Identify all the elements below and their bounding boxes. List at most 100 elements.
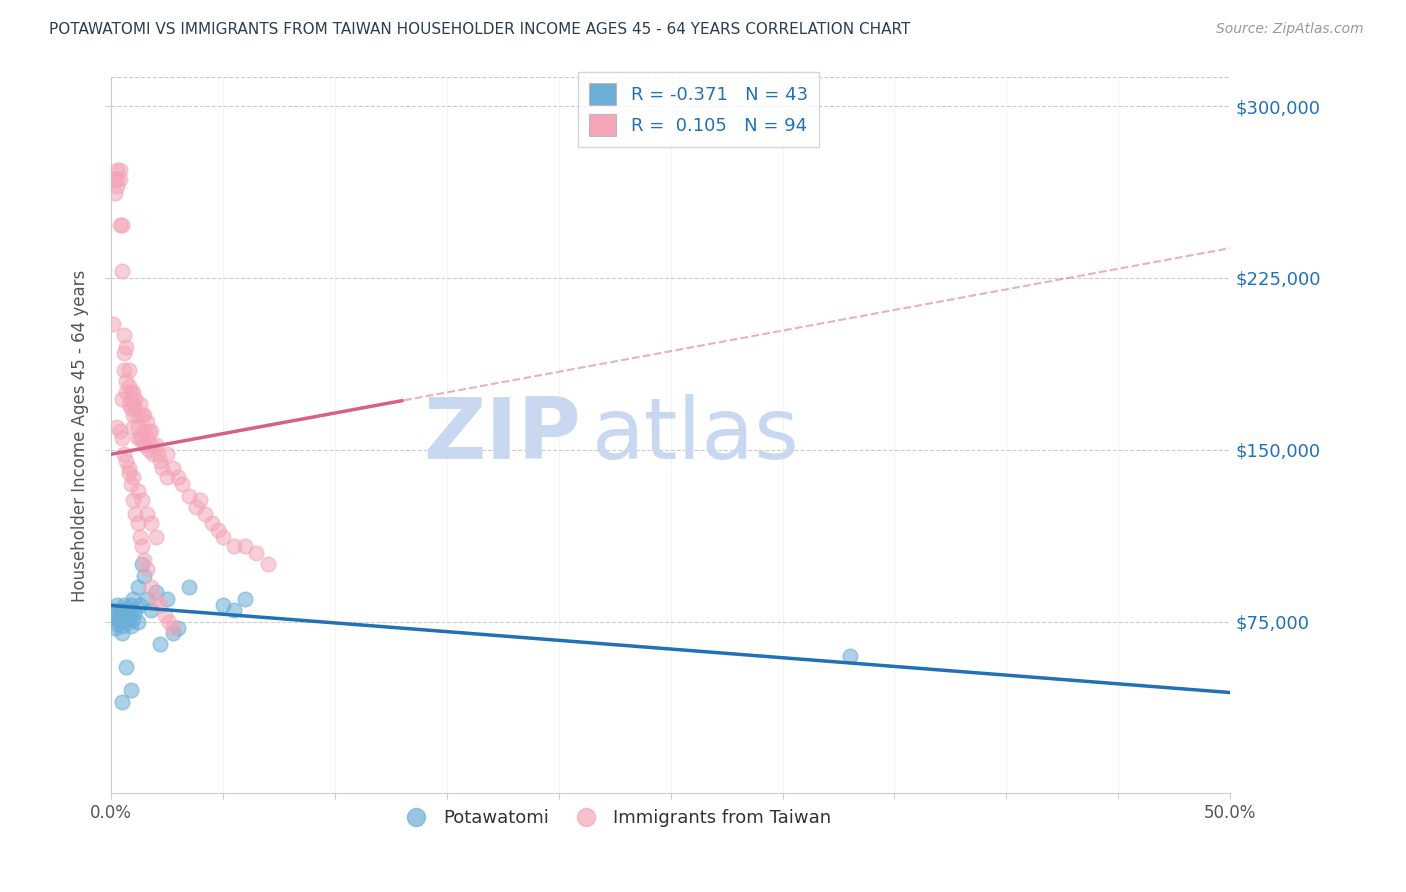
Point bbox=[194, 507, 217, 521]
Point bbox=[122, 385, 145, 400]
Point bbox=[146, 447, 169, 461]
Point bbox=[111, 626, 134, 640]
Point bbox=[108, 163, 131, 178]
Point bbox=[139, 516, 162, 530]
Point bbox=[162, 626, 184, 640]
Point bbox=[107, 163, 129, 178]
Point bbox=[149, 637, 172, 651]
Point bbox=[135, 591, 157, 606]
Point bbox=[118, 461, 141, 475]
Point bbox=[153, 607, 176, 622]
Point bbox=[222, 539, 245, 553]
Point bbox=[111, 392, 134, 407]
Point bbox=[211, 530, 233, 544]
Point bbox=[101, 603, 124, 617]
Point bbox=[134, 409, 156, 423]
Legend: Potawatomi, Immigrants from Taiwan: Potawatomi, Immigrants from Taiwan bbox=[391, 802, 838, 834]
Point bbox=[139, 438, 162, 452]
Point bbox=[122, 419, 145, 434]
Point bbox=[104, 621, 127, 635]
Point bbox=[120, 477, 142, 491]
Point bbox=[124, 401, 146, 416]
Text: Source: ZipAtlas.com: Source: ZipAtlas.com bbox=[1216, 22, 1364, 37]
Point bbox=[127, 431, 149, 445]
Point bbox=[184, 500, 207, 514]
Point bbox=[122, 397, 145, 411]
Point bbox=[145, 584, 167, 599]
Point bbox=[124, 507, 146, 521]
Point bbox=[233, 539, 256, 553]
Point bbox=[188, 493, 211, 508]
Point bbox=[107, 616, 129, 631]
Text: atlas: atlas bbox=[592, 394, 800, 477]
Point bbox=[149, 454, 172, 468]
Point bbox=[108, 218, 131, 232]
Point bbox=[104, 607, 127, 622]
Point bbox=[150, 461, 173, 475]
Point bbox=[115, 385, 138, 400]
Point bbox=[172, 477, 194, 491]
Point bbox=[134, 552, 156, 566]
Point bbox=[139, 580, 162, 594]
Point bbox=[127, 516, 149, 530]
Point bbox=[127, 615, 149, 629]
Point bbox=[124, 606, 146, 620]
Point bbox=[127, 580, 149, 594]
Point bbox=[131, 431, 153, 445]
Point bbox=[108, 615, 131, 629]
Point bbox=[120, 599, 142, 613]
Point bbox=[167, 621, 190, 635]
Point bbox=[131, 558, 153, 572]
Point bbox=[139, 603, 162, 617]
Point bbox=[167, 470, 190, 484]
Point bbox=[115, 340, 138, 354]
Point bbox=[118, 397, 141, 411]
Point bbox=[107, 179, 129, 194]
Point bbox=[256, 558, 278, 572]
Point bbox=[115, 612, 138, 626]
Point bbox=[111, 218, 134, 232]
Point bbox=[112, 346, 135, 360]
Point bbox=[156, 470, 179, 484]
Point bbox=[118, 378, 141, 392]
Point bbox=[111, 619, 134, 633]
Point bbox=[108, 606, 131, 620]
Point bbox=[120, 401, 142, 416]
Point bbox=[211, 599, 233, 613]
Point bbox=[127, 409, 149, 423]
Point bbox=[111, 264, 134, 278]
Point bbox=[131, 539, 153, 553]
Point bbox=[131, 409, 153, 423]
Point bbox=[122, 603, 145, 617]
Point bbox=[135, 415, 157, 429]
Point bbox=[107, 612, 129, 626]
Point bbox=[108, 425, 131, 439]
Point bbox=[145, 591, 167, 606]
Point bbox=[128, 397, 150, 411]
Point bbox=[179, 580, 201, 594]
Y-axis label: Householder Income Ages 45 - 64 years: Householder Income Ages 45 - 64 years bbox=[72, 269, 89, 601]
Point bbox=[138, 442, 160, 457]
Point bbox=[112, 599, 135, 613]
Point bbox=[122, 409, 145, 423]
Point bbox=[122, 612, 145, 626]
Point bbox=[838, 648, 860, 663]
Point bbox=[128, 599, 150, 613]
Point bbox=[112, 362, 135, 376]
Point bbox=[127, 419, 149, 434]
Point bbox=[162, 461, 184, 475]
Point bbox=[245, 546, 267, 560]
Point bbox=[120, 385, 142, 400]
Point bbox=[156, 447, 179, 461]
Point bbox=[107, 419, 129, 434]
Point bbox=[122, 493, 145, 508]
Point bbox=[128, 530, 150, 544]
Text: POTAWATOMI VS IMMIGRANTS FROM TAIWAN HOUSEHOLDER INCOME AGES 45 - 64 YEARS CORRE: POTAWATOMI VS IMMIGRANTS FROM TAIWAN HOU… bbox=[49, 22, 911, 37]
Point bbox=[124, 392, 146, 407]
Point bbox=[101, 317, 124, 331]
Point bbox=[111, 695, 134, 709]
Point bbox=[162, 621, 184, 635]
Point bbox=[115, 454, 138, 468]
Point bbox=[142, 447, 165, 461]
Point bbox=[115, 374, 138, 388]
